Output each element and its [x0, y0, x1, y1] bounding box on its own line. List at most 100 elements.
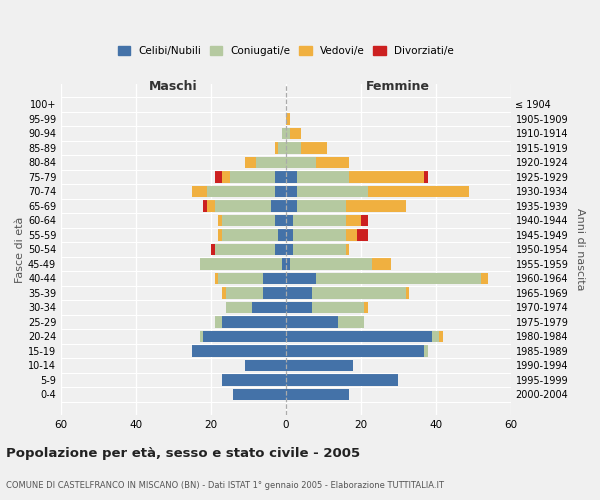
Bar — [226, 302, 252, 313]
Bar — [346, 200, 406, 211]
Bar — [406, 288, 409, 298]
Bar — [252, 302, 286, 313]
Bar — [286, 186, 297, 197]
Bar — [222, 215, 275, 226]
Bar — [207, 186, 275, 197]
Bar — [203, 200, 207, 211]
Bar — [222, 288, 226, 298]
Bar — [481, 273, 488, 284]
Bar — [275, 215, 286, 226]
Bar — [368, 186, 469, 197]
Bar — [297, 172, 349, 182]
Bar — [361, 215, 368, 226]
Bar — [256, 157, 286, 168]
Bar — [290, 128, 301, 139]
Bar — [282, 128, 286, 139]
Bar — [218, 230, 222, 240]
Bar — [222, 230, 278, 240]
Text: COMUNE DI CASTELFRANCO IN MISCANO (BN) - Dati ISTAT 1° gennaio 2005 - Elaborazio: COMUNE DI CASTELFRANCO IN MISCANO (BN) -… — [6, 480, 444, 490]
Bar — [286, 200, 297, 211]
Bar — [297, 186, 368, 197]
Bar — [286, 288, 312, 298]
Bar — [275, 172, 286, 182]
Bar — [215, 316, 222, 328]
Bar — [349, 172, 424, 182]
Bar — [200, 331, 203, 342]
Bar — [215, 172, 222, 182]
Bar — [215, 244, 275, 255]
Bar — [290, 258, 372, 270]
Bar — [286, 157, 316, 168]
Bar — [222, 172, 230, 182]
Bar — [222, 316, 286, 328]
Bar — [312, 288, 406, 298]
Bar — [275, 142, 278, 154]
Text: Femmine: Femmine — [366, 80, 430, 93]
Bar — [346, 215, 361, 226]
Bar — [286, 172, 297, 182]
Bar — [278, 230, 286, 240]
Text: Popolazione per età, sesso e stato civile - 2005: Popolazione per età, sesso e stato civil… — [6, 448, 360, 460]
Bar — [346, 230, 357, 240]
Bar — [286, 230, 293, 240]
Bar — [297, 200, 346, 211]
Bar — [316, 157, 349, 168]
Y-axis label: Anni di nascita: Anni di nascita — [575, 208, 585, 290]
Bar — [275, 244, 286, 255]
Y-axis label: Fasce di età: Fasce di età — [15, 216, 25, 282]
Bar — [230, 172, 275, 182]
Bar — [286, 273, 316, 284]
Bar — [286, 215, 293, 226]
Bar — [286, 374, 398, 386]
Bar — [200, 258, 282, 270]
Bar — [286, 360, 353, 371]
Bar — [424, 346, 428, 356]
Bar — [215, 273, 218, 284]
Bar — [286, 316, 338, 328]
Bar — [222, 374, 286, 386]
Bar — [245, 157, 256, 168]
Bar — [286, 114, 290, 124]
Bar — [286, 244, 293, 255]
Bar — [372, 258, 391, 270]
Legend: Celibi/Nubili, Coniugati/e, Vedovi/e, Divorziati/e: Celibi/Nubili, Coniugati/e, Vedovi/e, Di… — [115, 42, 457, 59]
Bar — [278, 142, 286, 154]
Bar — [233, 389, 286, 400]
Bar — [424, 172, 428, 182]
Bar — [293, 244, 346, 255]
Bar — [338, 316, 364, 328]
Bar — [192, 186, 207, 197]
Bar — [215, 200, 271, 211]
Bar — [439, 331, 443, 342]
Bar — [245, 360, 286, 371]
Bar — [286, 128, 290, 139]
Bar — [286, 389, 349, 400]
Bar — [312, 302, 364, 313]
Bar — [203, 331, 286, 342]
Bar — [286, 302, 312, 313]
Bar — [316, 273, 481, 284]
Bar — [301, 142, 327, 154]
Bar — [286, 346, 424, 356]
Bar — [293, 215, 346, 226]
Bar — [218, 273, 263, 284]
Bar — [211, 244, 215, 255]
Bar — [364, 302, 368, 313]
Bar — [346, 244, 349, 255]
Bar — [286, 331, 432, 342]
Bar — [275, 186, 286, 197]
Bar — [286, 258, 290, 270]
Bar — [207, 200, 215, 211]
Bar — [218, 215, 222, 226]
Text: Maschi: Maschi — [149, 80, 198, 93]
Bar — [357, 230, 368, 240]
Bar — [432, 331, 439, 342]
Bar — [263, 273, 286, 284]
Bar — [192, 346, 286, 356]
Bar — [226, 288, 263, 298]
Bar — [286, 142, 301, 154]
Bar — [271, 200, 286, 211]
Bar — [293, 230, 346, 240]
Bar — [263, 288, 286, 298]
Bar — [282, 258, 286, 270]
